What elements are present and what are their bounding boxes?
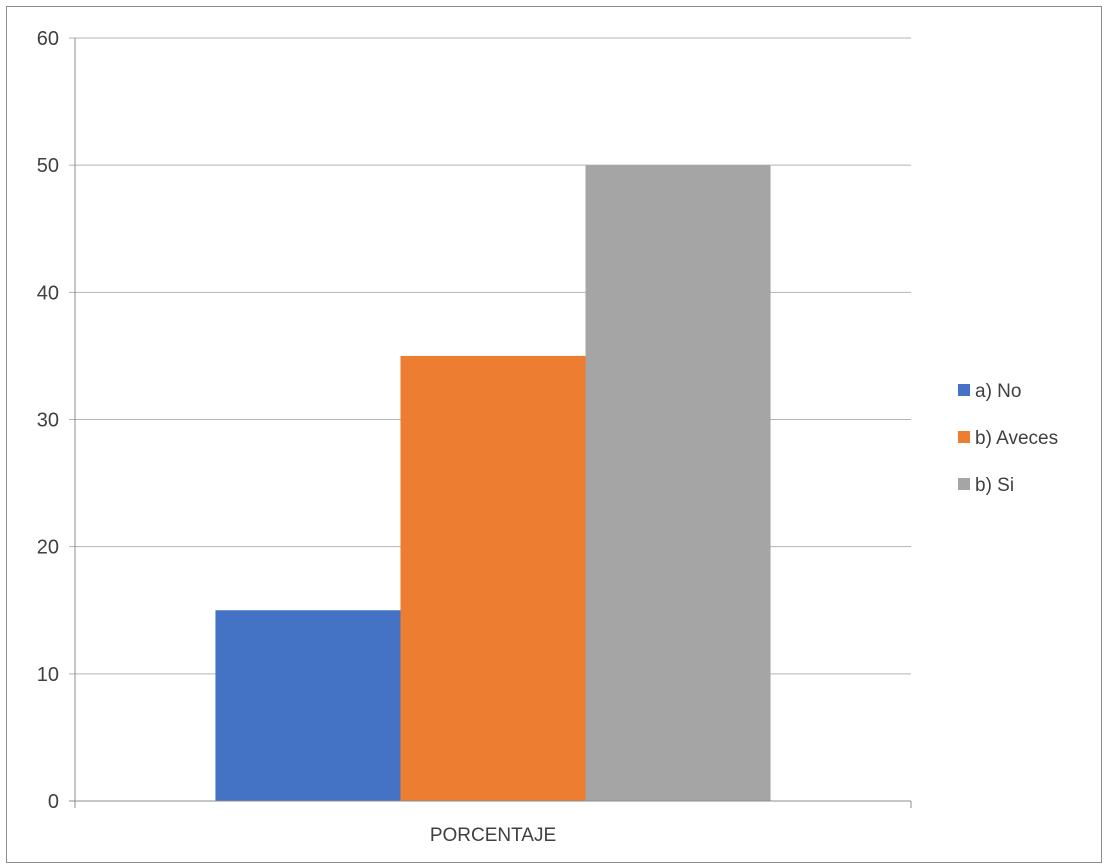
bar-1 [215, 610, 401, 801]
y-tick-label: 10 [37, 664, 59, 686]
bar-2 [400, 355, 586, 801]
y-axis-ticks: 0 10 20 30 40 50 60 [37, 28, 59, 813]
y-tick-label: 40 [37, 282, 59, 304]
legend-swatch [958, 431, 970, 443]
legend-label: b) Si [975, 475, 1014, 496]
legend-swatch [958, 478, 970, 490]
bars [215, 165, 771, 801]
y-tick-label: 20 [37, 537, 59, 559]
legend: a) No b) Aveces b) Si [958, 381, 1058, 496]
gridlines [69, 37, 911, 675]
legend-label: a) No [975, 381, 1021, 402]
bar-3 [585, 165, 771, 801]
legend-label: b) Aveces [975, 428, 1058, 449]
y-tick-label: 0 [48, 791, 59, 813]
axes [69, 38, 912, 808]
y-tick-label: 60 [37, 28, 59, 50]
y-tick-label: 30 [37, 410, 59, 432]
x-axis-labels: PORCENTAJE [430, 825, 556, 846]
y-tick-label: 50 [37, 155, 59, 177]
x-category-label: PORCENTAJE [430, 825, 556, 846]
legend-swatch [958, 384, 970, 396]
